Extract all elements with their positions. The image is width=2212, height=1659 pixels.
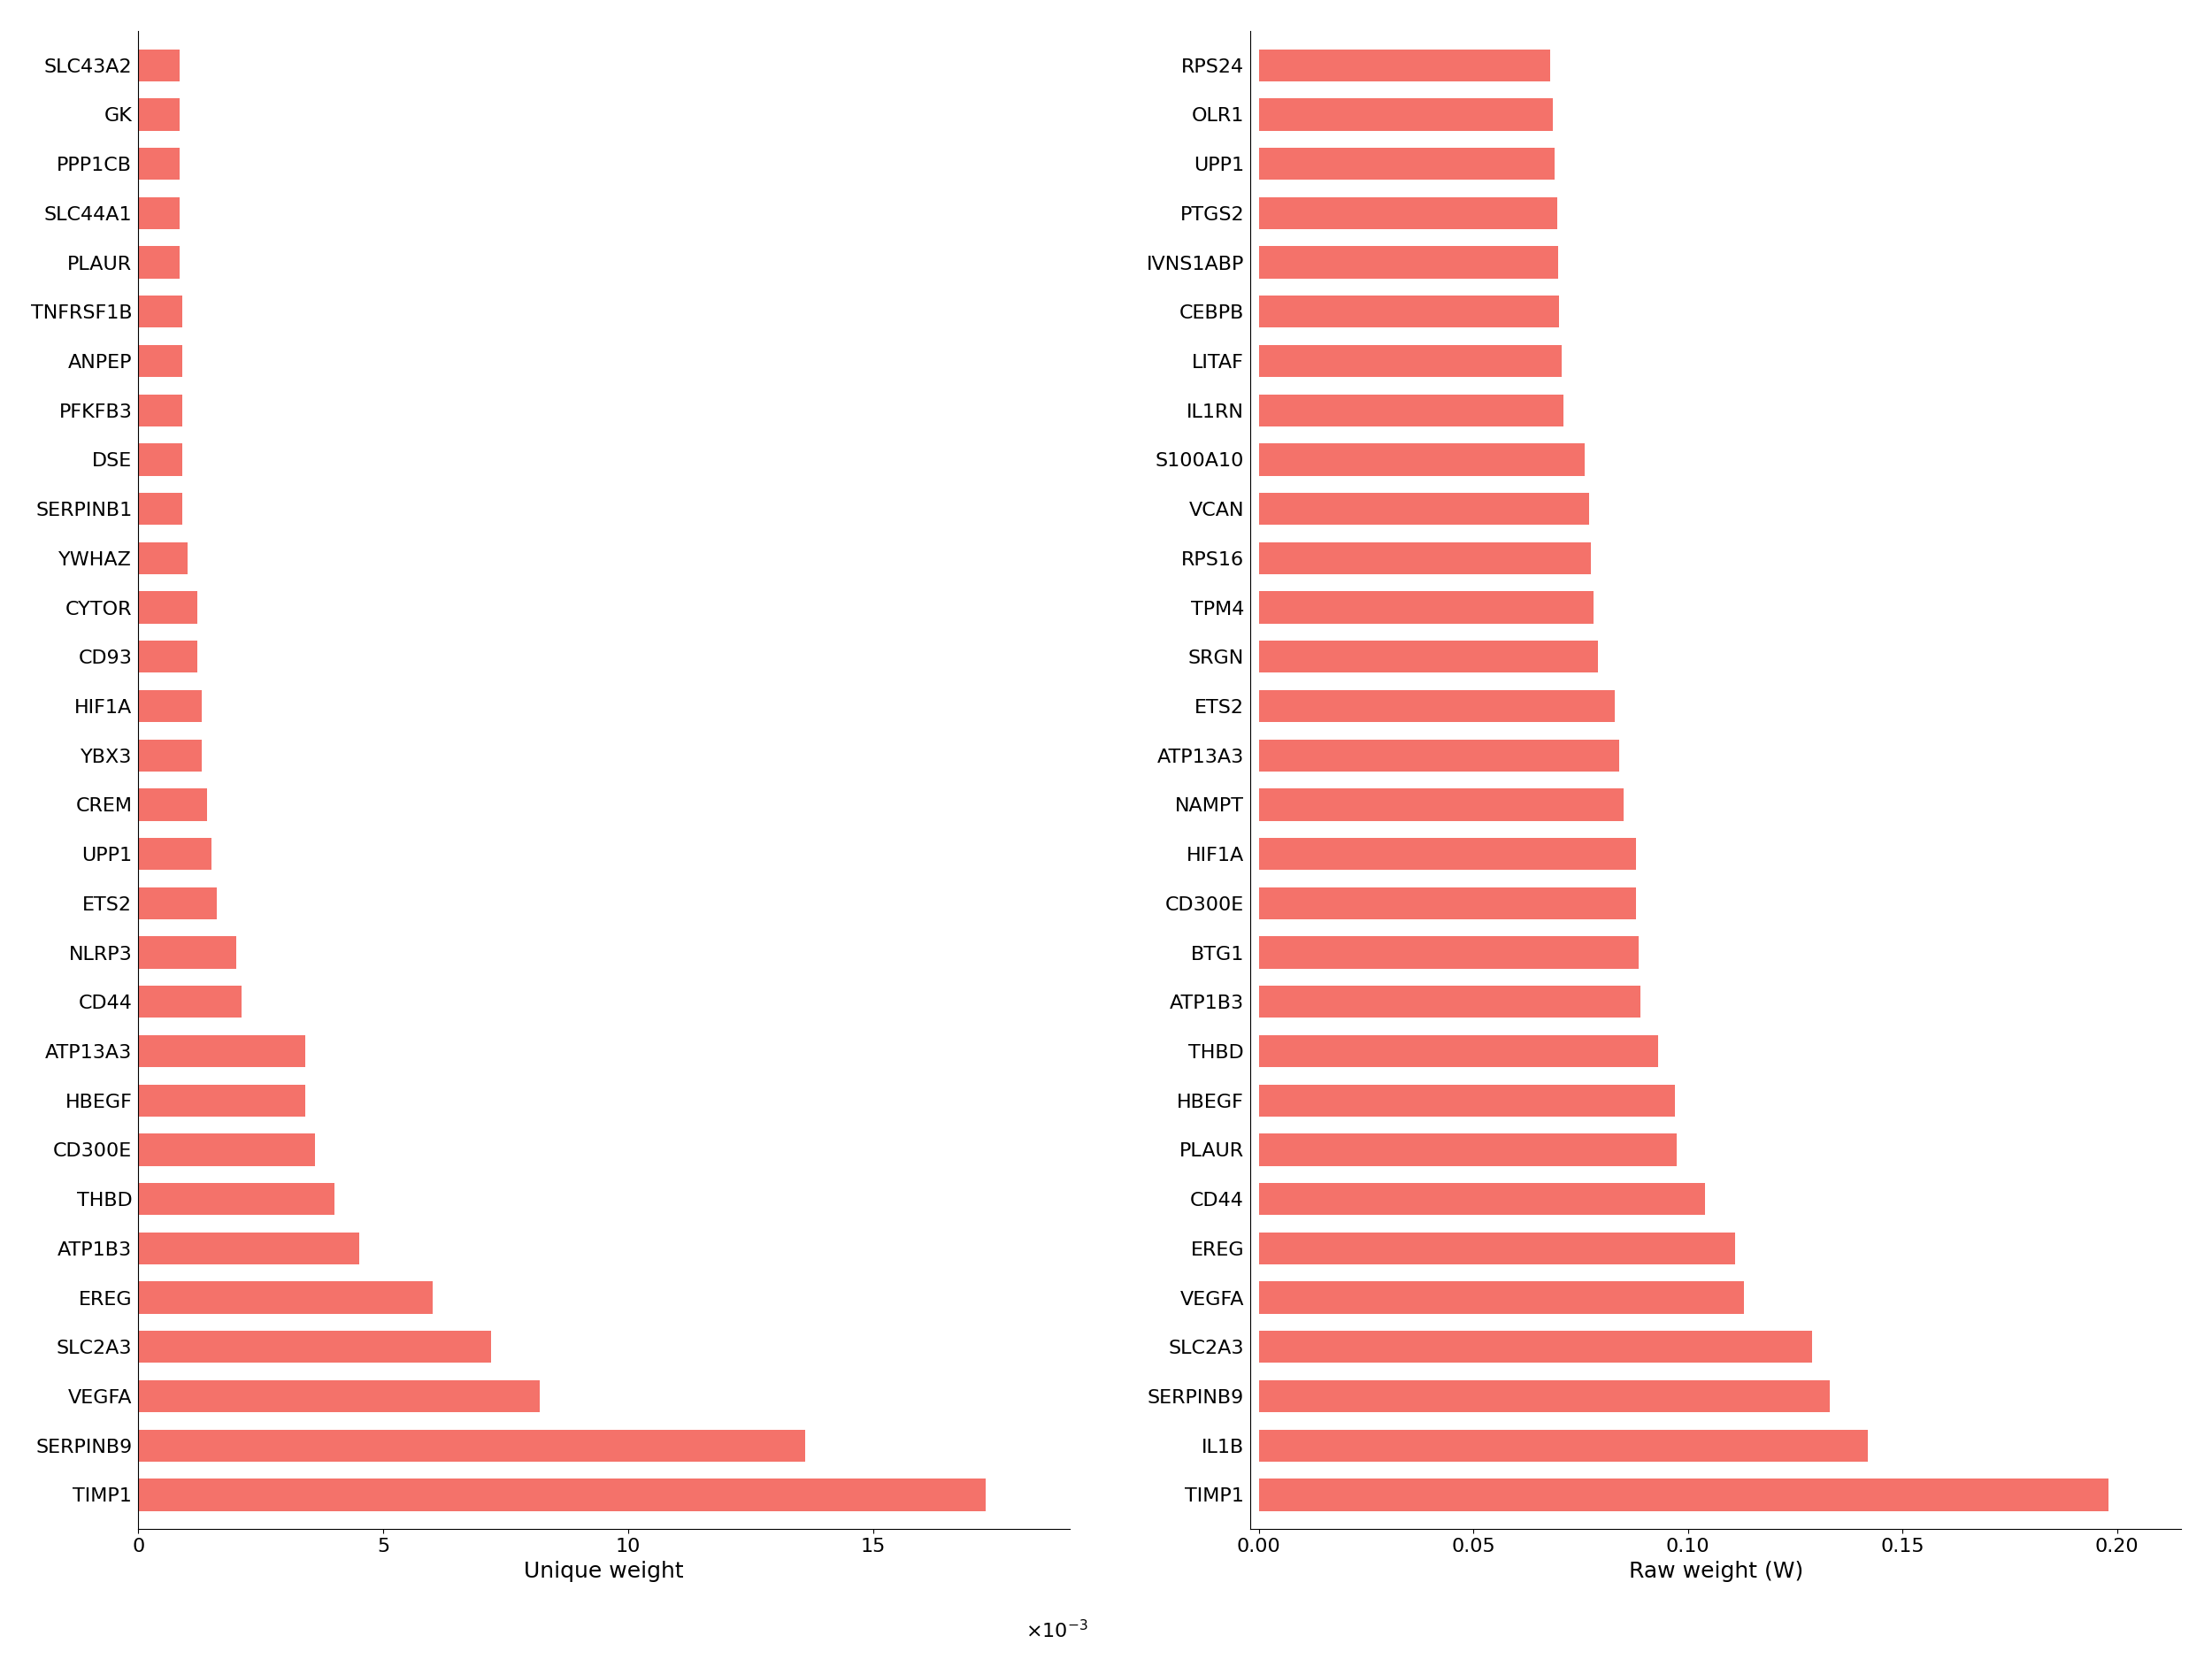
- Bar: [1259, 1331, 1812, 1364]
- Bar: [139, 493, 181, 524]
- Bar: [139, 740, 201, 771]
- Bar: [1259, 148, 1555, 179]
- Bar: [139, 788, 208, 821]
- Bar: [139, 295, 181, 328]
- Bar: [139, 1430, 805, 1462]
- Bar: [1259, 98, 1553, 131]
- Bar: [139, 690, 201, 722]
- Bar: [139, 985, 241, 1019]
- Bar: [139, 838, 212, 869]
- Bar: [139, 1478, 987, 1511]
- Bar: [139, 1085, 305, 1117]
- Bar: [139, 937, 237, 969]
- Bar: [1259, 247, 1557, 279]
- Bar: [1259, 838, 1637, 869]
- Bar: [139, 1282, 431, 1314]
- Bar: [139, 443, 181, 476]
- Bar: [139, 247, 179, 279]
- Bar: [1259, 937, 1639, 969]
- Bar: [139, 197, 179, 229]
- Bar: [139, 50, 179, 81]
- Bar: [139, 542, 188, 574]
- Bar: [1259, 443, 1584, 476]
- Bar: [1259, 345, 1562, 377]
- Bar: [139, 1331, 491, 1364]
- Bar: [1259, 985, 1641, 1019]
- Bar: [1259, 788, 1624, 821]
- Bar: [1259, 395, 1564, 426]
- Bar: [1259, 1380, 1829, 1412]
- X-axis label: Raw weight (W): Raw weight (W): [1628, 1561, 1803, 1581]
- Bar: [139, 1233, 358, 1264]
- X-axis label: Unique weight: Unique weight: [524, 1561, 684, 1581]
- Bar: [139, 1035, 305, 1067]
- Bar: [1259, 295, 1559, 328]
- Bar: [1259, 493, 1588, 524]
- Bar: [1259, 1085, 1674, 1117]
- Bar: [1259, 888, 1637, 919]
- Bar: [1259, 1133, 1677, 1166]
- Bar: [1259, 740, 1619, 771]
- Bar: [1259, 542, 1590, 574]
- Bar: [1259, 1035, 1657, 1067]
- Bar: [1259, 1183, 1705, 1214]
- Bar: [139, 888, 217, 919]
- Bar: [1259, 640, 1597, 674]
- Bar: [1259, 50, 1551, 81]
- Bar: [139, 148, 179, 179]
- Bar: [1259, 1282, 1743, 1314]
- Bar: [1259, 592, 1593, 624]
- Bar: [139, 592, 197, 624]
- Bar: [139, 640, 197, 674]
- Bar: [139, 1183, 334, 1214]
- Bar: [1259, 690, 1615, 722]
- Text: $\times10^{-3}$: $\times10^{-3}$: [1026, 1619, 1088, 1641]
- Bar: [1259, 1478, 2108, 1511]
- Bar: [1259, 1233, 1734, 1264]
- Bar: [139, 1380, 540, 1412]
- Bar: [139, 345, 181, 377]
- Bar: [139, 395, 181, 426]
- Bar: [1259, 197, 1557, 229]
- Bar: [1259, 1430, 1869, 1462]
- Bar: [139, 1133, 314, 1166]
- Bar: [139, 98, 179, 131]
